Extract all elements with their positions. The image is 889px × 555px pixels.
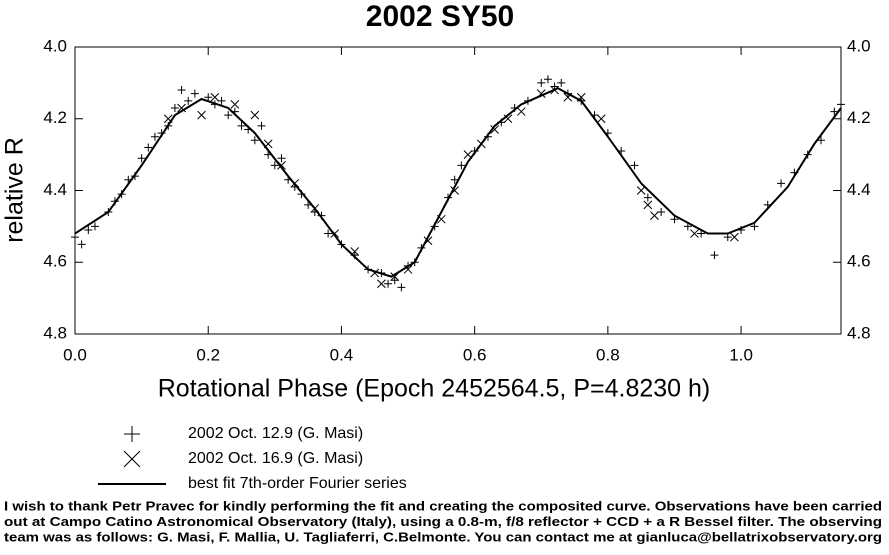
y-tick-label: 4.6 bbox=[43, 252, 67, 271]
data-point bbox=[630, 161, 639, 170]
data-point bbox=[596, 114, 606, 124]
fit-line bbox=[74, 87, 842, 278]
y2-tick-label: 4.0 bbox=[847, 36, 871, 55]
data-point bbox=[777, 179, 786, 188]
legend-label: 2002 Oct. 16.9 (G. Masi) bbox=[188, 450, 363, 467]
data-point bbox=[397, 283, 406, 292]
data-point bbox=[636, 186, 646, 195]
data-point bbox=[830, 107, 839, 116]
y2-tick-label: 4.6 bbox=[847, 252, 871, 271]
data-point bbox=[490, 125, 499, 134]
data-point bbox=[277, 154, 286, 163]
data-point bbox=[230, 100, 240, 109]
data-point bbox=[270, 161, 279, 170]
y2-tick-label: 4.4 bbox=[847, 180, 871, 199]
y-tick-label: 4.0 bbox=[43, 36, 67, 55]
data-point bbox=[324, 229, 333, 238]
data-point bbox=[250, 136, 259, 145]
data-point bbox=[643, 200, 653, 210]
legend-symbol bbox=[123, 450, 141, 468]
data-point bbox=[250, 110, 260, 120]
data-point bbox=[190, 89, 199, 98]
footnote-line: team was as follows: G. Masi, F. Mallia,… bbox=[4, 529, 882, 544]
data-point bbox=[516, 107, 526, 116]
data-point bbox=[177, 86, 186, 95]
data-point bbox=[224, 111, 233, 120]
y2-tick-label: 4.8 bbox=[847, 323, 871, 342]
data-point bbox=[150, 132, 159, 141]
plot-frame bbox=[74, 46, 842, 335]
data-point bbox=[210, 92, 220, 102]
x-tick-label: 0.8 bbox=[596, 345, 620, 364]
data-point bbox=[184, 96, 193, 105]
footnote-line: I wish to thank Petr Pravec for kindly p… bbox=[4, 498, 882, 513]
data-point bbox=[403, 265, 413, 274]
x-axis-label: Rotational Phase (Epoch 2452564.5, P=4.8… bbox=[158, 375, 711, 403]
data-point bbox=[84, 225, 93, 234]
x-tick-label: 1.0 bbox=[729, 345, 753, 364]
x-tick-label: 0.0 bbox=[63, 345, 87, 364]
y-tick-label: 4.8 bbox=[43, 323, 67, 342]
data-point bbox=[457, 161, 466, 170]
data-point bbox=[170, 103, 179, 112]
data-point bbox=[197, 110, 206, 120]
data-point bbox=[730, 232, 739, 242]
data-point bbox=[204, 93, 213, 102]
y-tick-label: 4.4 bbox=[43, 180, 67, 199]
data-point bbox=[710, 251, 719, 260]
data-point bbox=[450, 175, 459, 184]
y-tick-label: 4.2 bbox=[43, 108, 67, 127]
data-point bbox=[643, 193, 652, 202]
data-point bbox=[90, 222, 99, 231]
legend-label: best fit 7th-order Fourier series bbox=[188, 475, 407, 492]
chart-title: 2002 SY50 bbox=[366, 0, 514, 33]
x-tick-label: 0.4 bbox=[330, 345, 354, 364]
y2-tick-label: 4.2 bbox=[847, 108, 871, 127]
data-point bbox=[650, 211, 659, 220]
legend-symbol bbox=[124, 426, 140, 442]
x-tick-label: 0.2 bbox=[196, 345, 220, 364]
data-point bbox=[557, 78, 566, 87]
data-point bbox=[137, 154, 146, 163]
footnote-line: out at Campo Catino Astronomical Observa… bbox=[4, 514, 882, 529]
data-point bbox=[144, 143, 153, 152]
legend-label: 2002 Oct. 12.9 (G. Masi) bbox=[188, 425, 363, 442]
data-point bbox=[690, 229, 699, 238]
data-point bbox=[837, 100, 845, 109]
data-point bbox=[537, 78, 546, 87]
data-point bbox=[237, 121, 246, 130]
data-point bbox=[543, 75, 552, 84]
y-axis-label: relative R bbox=[1, 137, 29, 243]
data-point bbox=[390, 276, 399, 285]
data-point bbox=[71, 233, 79, 242]
data-point bbox=[377, 279, 386, 289]
data-point bbox=[77, 240, 86, 249]
data-point bbox=[817, 136, 826, 145]
x-tick-label: 0.6 bbox=[463, 345, 487, 364]
data-point bbox=[257, 121, 266, 130]
data-point bbox=[384, 279, 393, 288]
